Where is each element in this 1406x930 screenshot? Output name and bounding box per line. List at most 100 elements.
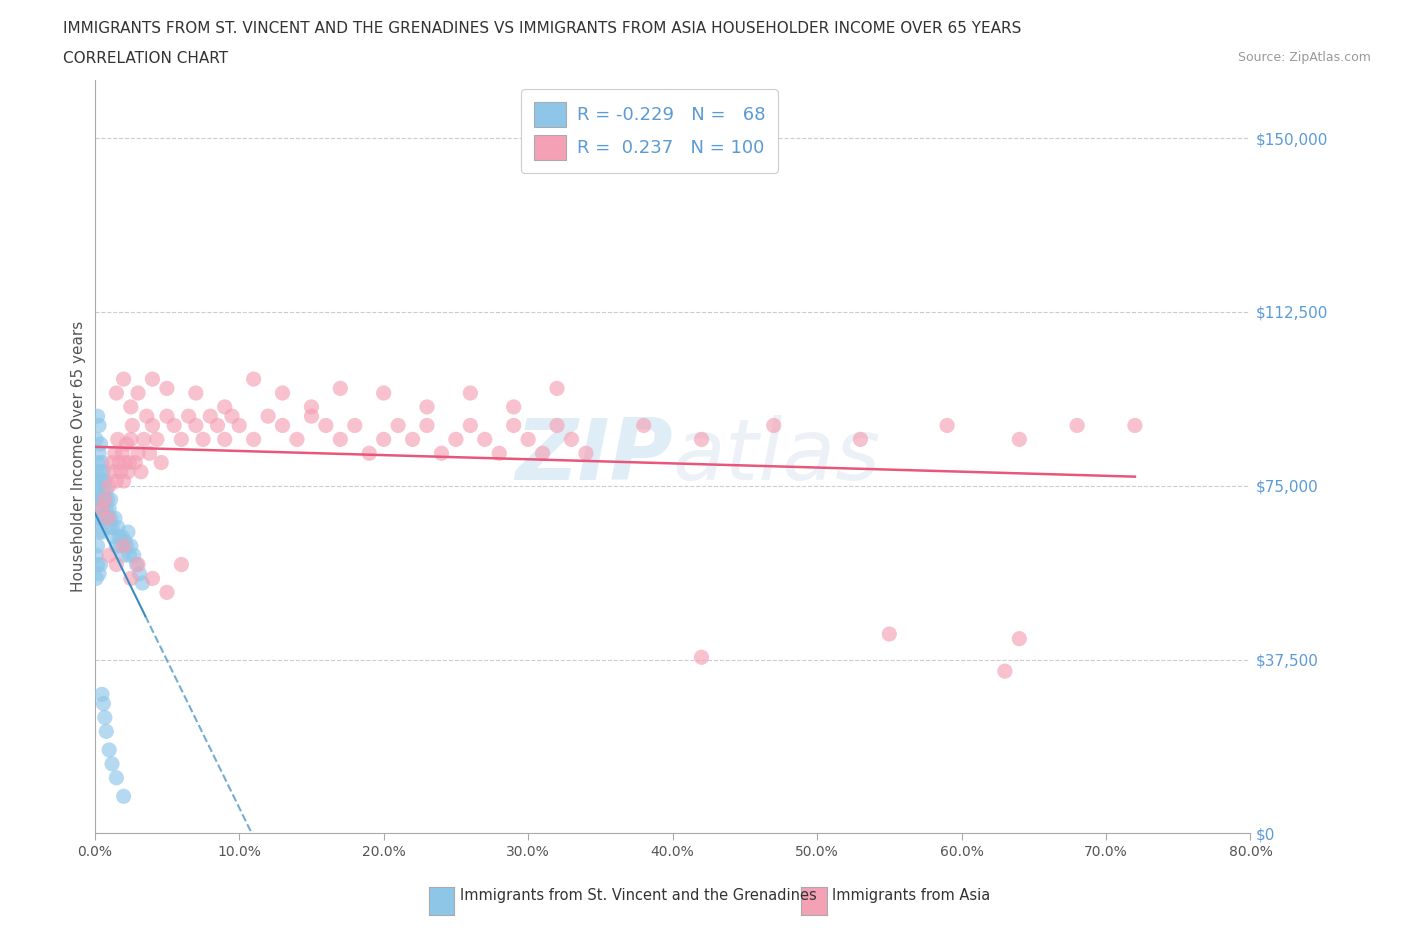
Point: [575, 445, 598, 460]
Point: [112, 538, 135, 553]
Point: [89, 557, 111, 572]
Point: [343, 418, 366, 432]
Point: [460, 386, 482, 401]
Point: [124, 455, 146, 470]
Point: [387, 418, 409, 432]
Point: [107, 432, 129, 446]
Point: [96, 724, 118, 738]
Point: [91, 687, 114, 702]
Point: [141, 571, 163, 586]
Point: [93, 697, 115, 711]
Point: [115, 538, 138, 553]
Point: [299, 409, 322, 424]
Point: [221, 409, 243, 424]
Point: [84, 492, 107, 507]
Point: [416, 418, 439, 432]
Text: ZIP: ZIP: [515, 416, 672, 498]
Point: [120, 432, 142, 446]
Point: [87, 418, 110, 432]
Point: [146, 432, 169, 446]
Point: [120, 400, 142, 415]
Point: [994, 664, 1017, 679]
Point: [242, 432, 264, 446]
Point: [150, 455, 173, 470]
Point: [117, 525, 139, 539]
Point: [207, 418, 229, 432]
Point: [117, 464, 139, 479]
Point: [89, 511, 111, 525]
Point: [93, 483, 115, 498]
Point: [242, 372, 264, 387]
Point: [101, 455, 124, 470]
Point: [416, 400, 439, 415]
Point: [184, 386, 207, 401]
Point: [135, 409, 157, 424]
Point: [84, 571, 107, 586]
Point: [100, 511, 122, 525]
Point: [257, 409, 280, 424]
Point: [214, 432, 236, 446]
Point: [87, 473, 110, 488]
Point: [401, 432, 423, 446]
Point: [430, 445, 453, 460]
Point: [120, 571, 142, 586]
Point: [170, 432, 193, 446]
Point: [141, 418, 163, 432]
Point: [112, 473, 135, 488]
Point: [359, 445, 381, 460]
Point: [100, 492, 122, 507]
Point: [849, 432, 872, 446]
Point: [546, 418, 568, 432]
Point: [1008, 432, 1031, 446]
Point: [156, 381, 179, 396]
Point: [762, 418, 785, 432]
Point: [110, 538, 132, 553]
Point: [97, 492, 120, 507]
Point: [91, 492, 114, 507]
Point: [315, 418, 337, 432]
Point: [87, 445, 110, 460]
Point: [690, 432, 713, 446]
Point: [87, 525, 110, 539]
Point: [299, 400, 322, 415]
Point: [125, 557, 148, 572]
Point: [120, 538, 142, 553]
Y-axis label: Householder Income Over 65 years: Householder Income Over 65 years: [72, 321, 86, 592]
Point: [97, 511, 120, 525]
Point: [98, 478, 121, 493]
Point: [170, 557, 193, 572]
Point: [373, 432, 395, 446]
Point: [127, 557, 149, 572]
Point: [84, 464, 107, 479]
Point: [517, 432, 540, 446]
Point: [444, 432, 467, 446]
Point: [87, 566, 110, 581]
Point: [98, 501, 121, 516]
Point: [177, 409, 200, 424]
Point: [98, 548, 121, 563]
Point: [98, 742, 121, 757]
Point: [97, 511, 120, 525]
Point: [129, 464, 152, 479]
Point: [84, 548, 107, 563]
Point: [114, 455, 136, 470]
Point: [86, 501, 108, 516]
Point: [191, 432, 214, 446]
Point: [156, 585, 179, 600]
Point: [91, 473, 114, 488]
Point: [105, 386, 128, 401]
Point: [132, 432, 155, 446]
Point: [936, 418, 959, 432]
Point: [114, 534, 136, 549]
Point: [94, 492, 117, 507]
Point: [110, 464, 132, 479]
Point: [285, 432, 308, 446]
Point: [373, 386, 395, 401]
Point: [200, 409, 222, 424]
Point: [91, 501, 114, 516]
Point: [271, 386, 294, 401]
Point: [105, 770, 128, 785]
Point: [91, 455, 114, 470]
Point: [488, 445, 510, 460]
Point: [86, 538, 108, 553]
